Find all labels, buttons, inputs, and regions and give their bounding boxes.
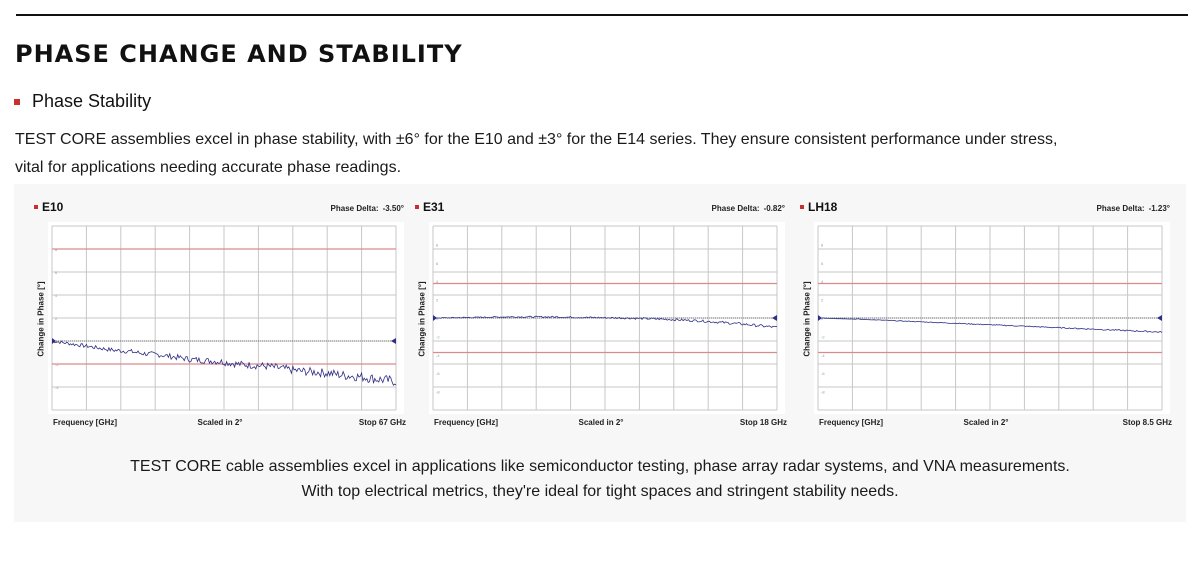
- x-axis-label: Frequency [GHz]: [53, 418, 118, 427]
- y-axis-label-wrap: Change in Phase [°]: [800, 224, 814, 414]
- intro-line-2: vital for applications needing accurate …: [15, 159, 402, 176]
- scale-label: Scaled in 2°: [197, 418, 243, 427]
- chart-card-e31: E31 Phase Delta: -0.82° Change in Phase […: [415, 200, 787, 432]
- y-tick-label: 6: [55, 270, 58, 275]
- chart-svg: 8 6 4 2 0 -2 -4 -6 -8: [817, 225, 1163, 411]
- y-axis-label-wrap: Change in Phase [°]: [34, 224, 48, 414]
- stop-frequency-label: Stop 18 GHz: [739, 418, 787, 427]
- y-tick-label: -4: [436, 353, 440, 358]
- chart-svg: 8 6 4 2 0 -2 -4 -6 -8: [432, 225, 778, 411]
- y-tick-label: 2: [821, 298, 824, 303]
- y-tick-label: 6: [821, 261, 824, 266]
- phase-delta-value: -1.23°: [1148, 204, 1170, 213]
- series-line: [52, 340, 397, 386]
- chart-title-text: LH18: [808, 200, 838, 214]
- y-axis-label: Change in Phase [°]: [802, 281, 812, 357]
- y-axis-label-wrap: Change in Phase [°]: [415, 224, 429, 414]
- y-axis-label: Change in Phase [°]: [417, 281, 427, 357]
- phase-delta-label: Phase Delta:: [1096, 204, 1145, 213]
- y-tick-label: 4: [436, 279, 439, 284]
- y-tick-label: -6: [821, 371, 825, 376]
- y-tick-label: 0: [436, 316, 439, 321]
- plot-area: 8 6 4 2 0 -2 -4 -6 -8: [429, 222, 785, 414]
- chart-title: LH18: [800, 200, 837, 214]
- chart-footer: Frequency [GHz] Scaled in 2° Stop 18 GHz: [415, 418, 787, 430]
- chart-footer: Frequency [GHz] Scaled in 2° Stop 67 GHz: [34, 418, 406, 430]
- y-tick-label: 2: [436, 298, 439, 303]
- chart-title: E31: [415, 200, 444, 214]
- phase-delta: Phase Delta: -3.50°: [331, 204, 404, 213]
- caption-line-1: TEST CORE cable assemblies excel in appl…: [130, 458, 1070, 475]
- phase-delta: Phase Delta: -1.23°: [1097, 204, 1170, 213]
- caption-line-2: With top electrical metrics, they're ide…: [301, 483, 899, 500]
- charts-panel: E10 Phase Delta: -3.50° Change in Phase […: [14, 184, 1186, 522]
- y-tick-label: 6: [436, 261, 439, 266]
- y-tick-label: -8: [821, 390, 825, 395]
- y-tick-label: -6: [436, 371, 440, 376]
- y-tick-label: 0: [55, 339, 58, 344]
- scale-label: Scaled in 2°: [963, 418, 1009, 427]
- y-tick-label: -4: [821, 353, 825, 358]
- reference-marker-right: [1157, 315, 1162, 321]
- x-axis-label: Frequency [GHz]: [819, 418, 884, 427]
- y-axis-label: Change in Phase [°]: [36, 281, 46, 357]
- y-tick-label: -2: [436, 334, 440, 339]
- y-tick-label: 8: [436, 242, 439, 247]
- intro-line-1: TEST CORE assemblies excel in phase stab…: [15, 131, 1058, 148]
- plot-area: 8 6 4 2 0 -2 -4 -6 -8: [814, 222, 1170, 414]
- bullet-icon: [14, 98, 20, 105]
- y-tick-label: 4: [821, 279, 824, 284]
- bullet-icon: [34, 205, 38, 209]
- chart-title-text: E10: [42, 200, 64, 214]
- bullet-icon: [415, 205, 419, 209]
- y-tick-label: 0: [821, 316, 824, 321]
- intro-paragraph: TEST CORE assemblies excel in phase stab…: [15, 126, 1095, 182]
- reference-marker-right: [772, 315, 777, 321]
- series-line: [817, 317, 1163, 333]
- chart-card-e10: E10 Phase Delta: -3.50° Change in Phase […: [34, 200, 406, 432]
- subheading: Phase Stability: [14, 91, 151, 112]
- phase-delta-value: -3.50°: [382, 204, 404, 213]
- x-axis-label: Frequency [GHz]: [434, 418, 499, 427]
- reference-marker-left: [52, 338, 56, 344]
- y-tick-label: 4: [55, 293, 58, 298]
- chart-title-text: E31: [423, 200, 445, 214]
- phase-delta: Phase Delta: -0.82°: [712, 204, 785, 213]
- stop-frequency-label: Stop 8.5 GHz: [1122, 418, 1172, 427]
- y-tick-label: -4: [55, 385, 59, 390]
- y-tick-label: 2: [55, 316, 58, 321]
- bullet-icon: [800, 205, 804, 209]
- phase-delta-value: -0.82°: [763, 204, 785, 213]
- y-tick-label: -2: [821, 334, 825, 339]
- y-tick-label: -8: [436, 390, 440, 395]
- stop-frequency-label: Stop 67 GHz: [358, 418, 406, 427]
- subheading-text: Phase Stability: [32, 91, 152, 111]
- chart-footer: Frequency [GHz] Scaled in 2° Stop 8.5 GH…: [800, 418, 1172, 430]
- reference-marker-right: [391, 338, 396, 344]
- scale-label: Scaled in 2°: [578, 418, 624, 427]
- caption: TEST CORE cable assemblies excel in appl…: [14, 454, 1186, 504]
- phase-delta-label: Phase Delta:: [711, 204, 760, 213]
- y-tick-label: 8: [821, 242, 824, 247]
- series-line: [432, 315, 778, 329]
- phase-delta-label: Phase Delta:: [330, 204, 379, 213]
- chart-card-lh18: LH18 Phase Delta: -1.23° Change in Phase …: [800, 200, 1172, 432]
- chart-title: E10: [34, 200, 63, 214]
- top-divider: [16, 14, 1188, 16]
- section-title: PHASE CHANGE AND STABILITY: [15, 40, 463, 68]
